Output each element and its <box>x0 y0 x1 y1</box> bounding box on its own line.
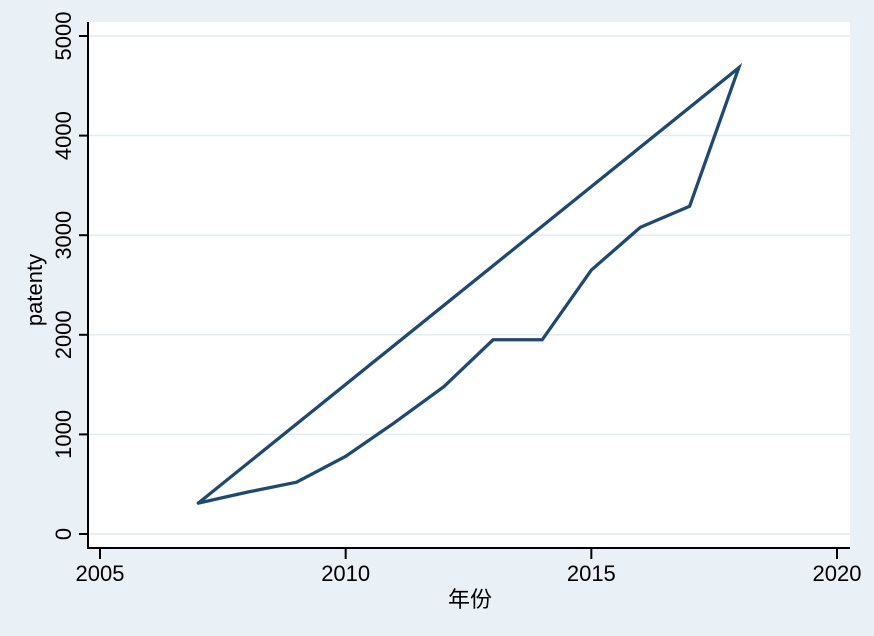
y-tick-label: 2000 <box>51 310 76 359</box>
y-tick-label: 0 <box>51 528 76 540</box>
series-line <box>196 62 743 505</box>
x-tick-label: 2005 <box>76 561 125 586</box>
y-tick-label: 1000 <box>51 410 76 459</box>
y-tick-label: 4000 <box>51 111 76 160</box>
x-tick-label: 2010 <box>321 561 370 586</box>
y-axis-title: patenty <box>22 254 47 326</box>
chart-generated-layer: 0 1000 2000 3000 4000 5000 2005 2010 2015 2020 <box>51 12 861 586</box>
x-tick-label: 2020 <box>813 561 862 586</box>
y-tick-label: 5000 <box>51 12 76 61</box>
x-tick-label: 2015 <box>567 561 616 586</box>
y-tick-label: 3000 <box>51 211 76 260</box>
x-axis-title: 年份 <box>448 587 492 612</box>
